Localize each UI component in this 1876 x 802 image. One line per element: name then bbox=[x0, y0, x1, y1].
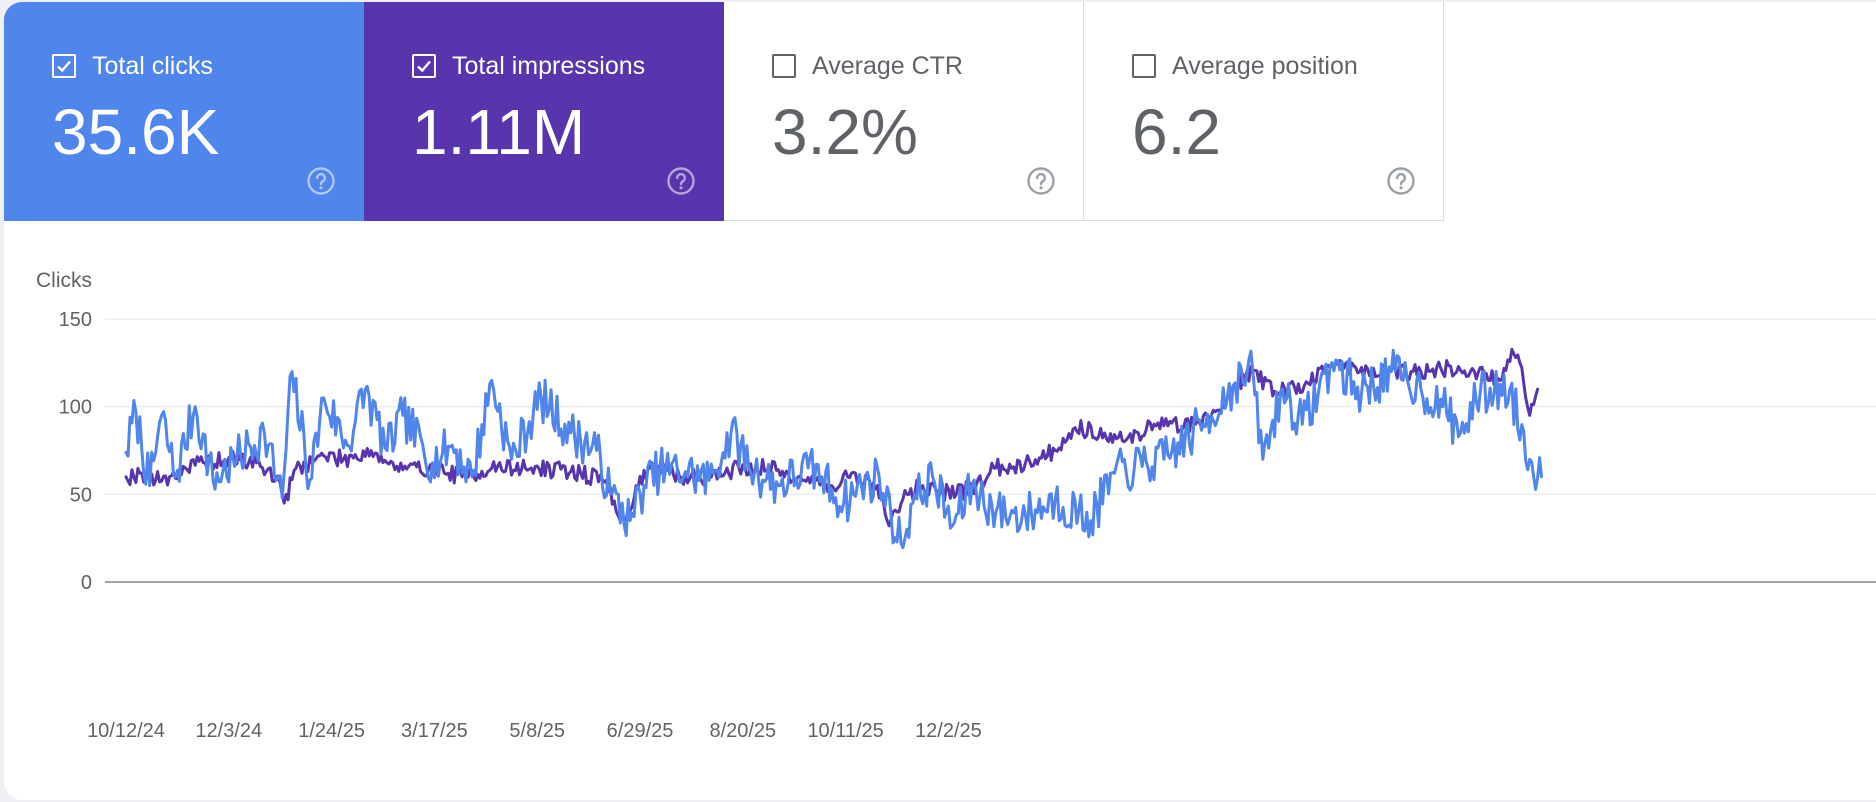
x-tick-label: 1/24/25 bbox=[298, 720, 365, 742]
metric-tile-total-impressions[interactable]: Total impressions 1.11M bbox=[364, 2, 724, 221]
y-tick-label: 50 bbox=[70, 484, 92, 506]
help-circle-icon[interactable] bbox=[666, 166, 696, 196]
checkbox-icon[interactable] bbox=[772, 54, 796, 78]
help-circle-icon[interactable] bbox=[1026, 166, 1056, 196]
help-circle-icon[interactable] bbox=[1386, 166, 1416, 196]
checkbox-icon[interactable] bbox=[52, 54, 76, 78]
metric-value: 6.2 bbox=[1132, 96, 1221, 168]
x-tick-label: 10/12/24 bbox=[87, 720, 165, 742]
y-tick-label: 0 bbox=[81, 572, 92, 594]
series-line-total-impressions bbox=[124, 347, 1540, 528]
x-tick-label: 5/8/25 bbox=[509, 720, 565, 742]
metric-value: 35.6K bbox=[52, 96, 220, 168]
checkbox-icon[interactable] bbox=[1132, 54, 1156, 78]
performance-card: Total clicks 35.6K Total impressions 1.1… bbox=[4, 2, 1876, 800]
metric-label: Average position bbox=[1172, 52, 1358, 80]
metric-value: 1.11M bbox=[412, 96, 586, 168]
metric-label: Total clicks bbox=[92, 52, 213, 80]
y-tick-label: 100 bbox=[59, 397, 92, 419]
checkbox-icon[interactable] bbox=[412, 54, 436, 78]
metric-tile-average-position[interactable]: Average position 6.2 bbox=[1084, 2, 1444, 221]
metric-label: Average CTR bbox=[812, 52, 963, 80]
y-axis-title: Clicks bbox=[36, 269, 92, 292]
x-tick-label: 12/2/25 bbox=[915, 720, 982, 742]
clicks-chart: Clicks 0 50 100 150 10/12/24 12/3/24 1/24/25 3/1… bbox=[4, 262, 1876, 800]
x-tick-label: 3/17/25 bbox=[401, 720, 468, 742]
x-tick-label: 8/20/25 bbox=[709, 720, 776, 742]
x-tick-label: 12/3/24 bbox=[195, 720, 262, 742]
y-tick-label: 150 bbox=[59, 309, 92, 331]
line-chart: Clicks 0 50 100 150 10/12/24 12/3/24 1/24/25 3/1… bbox=[36, 269, 1876, 742]
x-tick-label: 10/11/25 bbox=[807, 720, 883, 742]
x-tick-label: 6/29/25 bbox=[607, 720, 674, 742]
metric-label: Total impressions bbox=[452, 52, 646, 80]
metric-tile-average-ctr[interactable]: Average CTR 3.2% bbox=[724, 2, 1084, 221]
metric-tiles: Total clicks 35.6K Total impressions 1.1… bbox=[4, 2, 1444, 222]
metric-tile-total-clicks[interactable]: Total clicks 35.6K bbox=[4, 2, 364, 221]
metric-value: 3.2% bbox=[772, 96, 918, 168]
help-circle-icon[interactable] bbox=[306, 166, 336, 196]
series-line-total-clicks bbox=[124, 348, 1543, 550]
